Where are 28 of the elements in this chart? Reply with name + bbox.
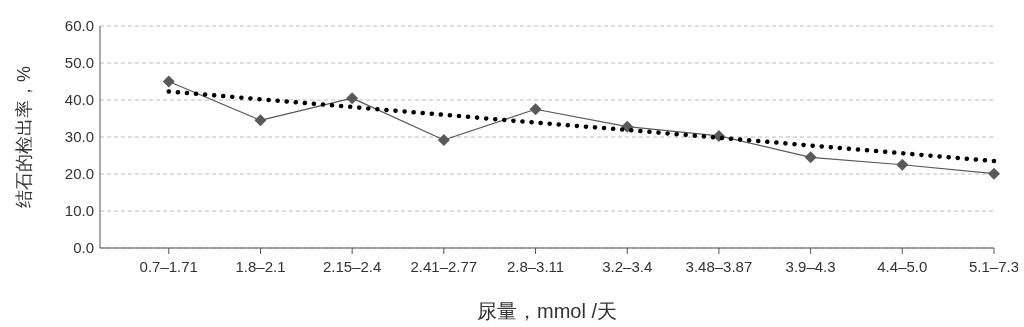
x-tick-label: 3.2–3.4	[602, 258, 653, 275]
point	[346, 92, 359, 105]
point	[437, 133, 450, 146]
y-tick-label: 60.0	[64, 17, 94, 35]
y-tick-label: 30.0	[64, 128, 94, 146]
point	[254, 114, 267, 127]
x-tick-label: 3.9–4.3	[785, 258, 836, 275]
y-tick-label: 50.0	[64, 54, 94, 72]
x-axis-title: 尿量，mmol /天	[477, 300, 617, 322]
point	[162, 75, 175, 88]
x-tick-label: 1.8–2.1	[235, 258, 286, 275]
y-tick-label: 10.0	[64, 202, 94, 220]
x-tick-label: 2.8–3.11	[506, 258, 565, 275]
y-tick-label: 0.0	[73, 239, 94, 257]
y-axis-title: 结石的检出率，%	[14, 65, 34, 209]
point	[529, 103, 542, 116]
line-series	[166, 89, 997, 164]
x-tick-label: 5.1–7.3	[968, 258, 1020, 275]
y-tick-label: 40.0	[64, 91, 94, 109]
x-tick-label: 0.7–1.71	[139, 258, 198, 275]
x-tick-label: 2.41–2.77	[410, 258, 478, 275]
x-tick-label: 4.4–5.0	[877, 258, 928, 275]
x-tick-label: 2.15–2.4	[322, 258, 382, 275]
x-tick-label: 3.48–3.87	[685, 258, 753, 275]
point	[988, 167, 1000, 180]
point	[804, 151, 817, 164]
y-tick-label: 20.0	[64, 165, 94, 183]
point	[896, 158, 909, 171]
